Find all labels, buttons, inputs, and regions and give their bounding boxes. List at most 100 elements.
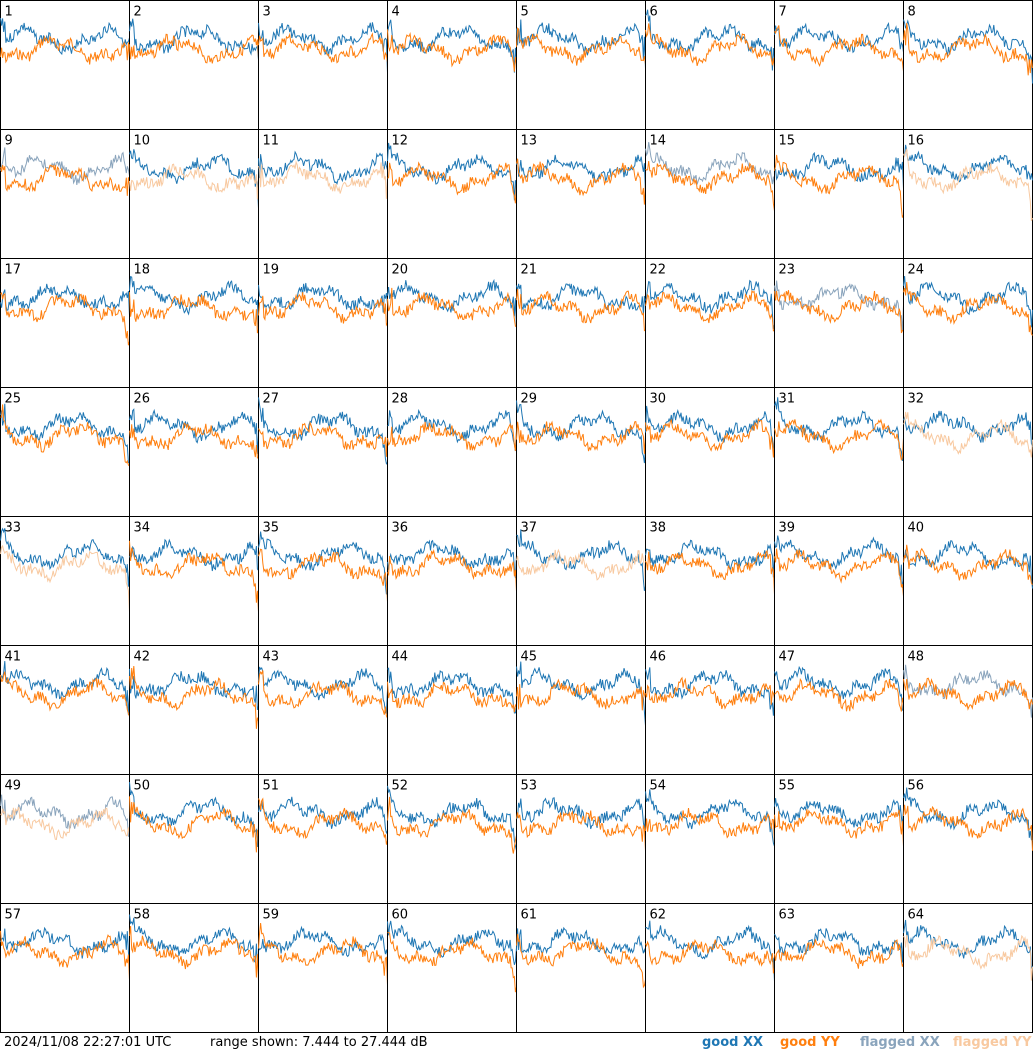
panel-frame xyxy=(129,903,259,1033)
panel-32: 32 xyxy=(903,387,1033,517)
trace-xx-good xyxy=(774,22,904,54)
trace-xx-good xyxy=(645,920,775,982)
trace-xx-good xyxy=(774,665,904,712)
trace-yy-good xyxy=(387,29,517,72)
panel-label: 54 xyxy=(650,779,667,794)
panel-frame xyxy=(903,129,1033,259)
trace-xx-good xyxy=(258,796,388,835)
panel-15: 15 xyxy=(774,129,904,259)
panel-12: 12 xyxy=(387,129,517,259)
panel-frame xyxy=(258,774,388,904)
trace-yy-good xyxy=(516,933,646,989)
panel-label: 3 xyxy=(263,5,271,20)
trace-xx-good xyxy=(129,668,259,710)
panel-1: 1 xyxy=(0,0,130,130)
panel-frame xyxy=(516,903,646,1033)
panel-54: 54 xyxy=(645,774,775,904)
panel-frame xyxy=(387,903,517,1033)
trace-yy-good xyxy=(0,35,130,65)
trace-yy-good xyxy=(645,808,775,844)
trace-yy-good xyxy=(516,420,646,454)
panel-label: 11 xyxy=(263,134,280,149)
panel-frame xyxy=(387,516,517,646)
trace-yy-good xyxy=(774,290,904,334)
trace-yy-good xyxy=(387,421,517,452)
panel-label: 10 xyxy=(134,134,151,149)
trace-xx-good xyxy=(516,19,646,69)
trace-xx-good xyxy=(129,149,259,209)
panel-label: 23 xyxy=(779,263,796,278)
panel-frame xyxy=(0,903,130,1033)
panel-label: 63 xyxy=(779,908,796,923)
panel-frame xyxy=(387,129,517,259)
panel-10: 10 xyxy=(129,129,259,259)
panel-frame xyxy=(387,645,517,775)
panel-label: 6 xyxy=(650,5,658,20)
panel-11: 11 xyxy=(258,129,388,259)
trace-xx-good xyxy=(129,408,259,455)
trace-yy-flagged xyxy=(129,163,259,200)
panel-26: 26 xyxy=(129,387,259,517)
panel-label: 18 xyxy=(134,263,151,278)
trace-yy-good xyxy=(774,418,904,461)
panel-frame xyxy=(0,0,130,130)
panel-frame xyxy=(387,258,517,388)
panel-frame xyxy=(774,645,904,775)
panel-28: 28 xyxy=(387,387,517,517)
panel-frame xyxy=(0,774,130,904)
panel-label: 1 xyxy=(5,5,13,20)
panel-label: 50 xyxy=(134,779,151,794)
trace-yy-flagged xyxy=(903,147,1033,222)
trace-xx-good xyxy=(0,403,130,464)
panel-label: 41 xyxy=(5,650,22,665)
trace-yy-good xyxy=(129,33,259,64)
panel-label: 49 xyxy=(5,779,22,794)
trace-yy-good xyxy=(645,290,775,332)
panel-55: 55 xyxy=(774,774,904,904)
panel-label: 62 xyxy=(650,908,667,923)
panel-44: 44 xyxy=(387,645,517,775)
panel-31: 31 xyxy=(774,387,904,517)
trace-xx-good xyxy=(645,279,775,330)
panel-22: 22 xyxy=(645,258,775,388)
trace-xx-good xyxy=(903,19,1033,84)
trace-xx-good xyxy=(129,538,259,572)
panel-37: 37 xyxy=(516,516,646,646)
panel-17: 17 xyxy=(0,258,130,388)
trace-yy-good xyxy=(258,548,388,602)
panel-label: 25 xyxy=(5,392,22,407)
panel-48: 48 xyxy=(903,645,1033,775)
panel-frame xyxy=(387,774,517,904)
panel-frame xyxy=(0,516,130,646)
panel-frame xyxy=(129,0,259,130)
panel-64: 64 xyxy=(903,903,1033,1033)
trace-xx-good xyxy=(903,144,1033,183)
panel-40: 40 xyxy=(903,516,1033,646)
panel-frame xyxy=(258,129,388,259)
panel-frame xyxy=(516,0,646,130)
panel-label: 14 xyxy=(650,134,667,149)
panel-label: 9 xyxy=(5,134,13,149)
panel-41: 41 xyxy=(0,645,130,775)
panel-label: 2 xyxy=(134,5,142,20)
panel-frame xyxy=(516,129,646,259)
trace-yy-flagged xyxy=(903,411,1033,458)
trace-yy-good xyxy=(645,676,775,710)
trace-yy-good xyxy=(0,164,130,196)
panel-label: 37 xyxy=(521,521,538,536)
panel-frame xyxy=(258,387,388,517)
trace-yy-good xyxy=(129,292,259,334)
trace-yy-good xyxy=(258,797,388,845)
trace-xx-good xyxy=(903,919,1033,969)
panel-label: 29 xyxy=(521,392,538,407)
panel-frame xyxy=(258,0,388,130)
trace-xx-good xyxy=(387,667,517,714)
panel-33: 33 xyxy=(0,516,130,646)
panel-52: 52 xyxy=(387,774,517,904)
panel-20: 20 xyxy=(387,258,517,388)
panel-frame xyxy=(258,258,388,388)
trace-xx-good xyxy=(516,797,646,830)
panel-frame xyxy=(645,387,775,517)
trace-yy-good xyxy=(516,678,646,711)
